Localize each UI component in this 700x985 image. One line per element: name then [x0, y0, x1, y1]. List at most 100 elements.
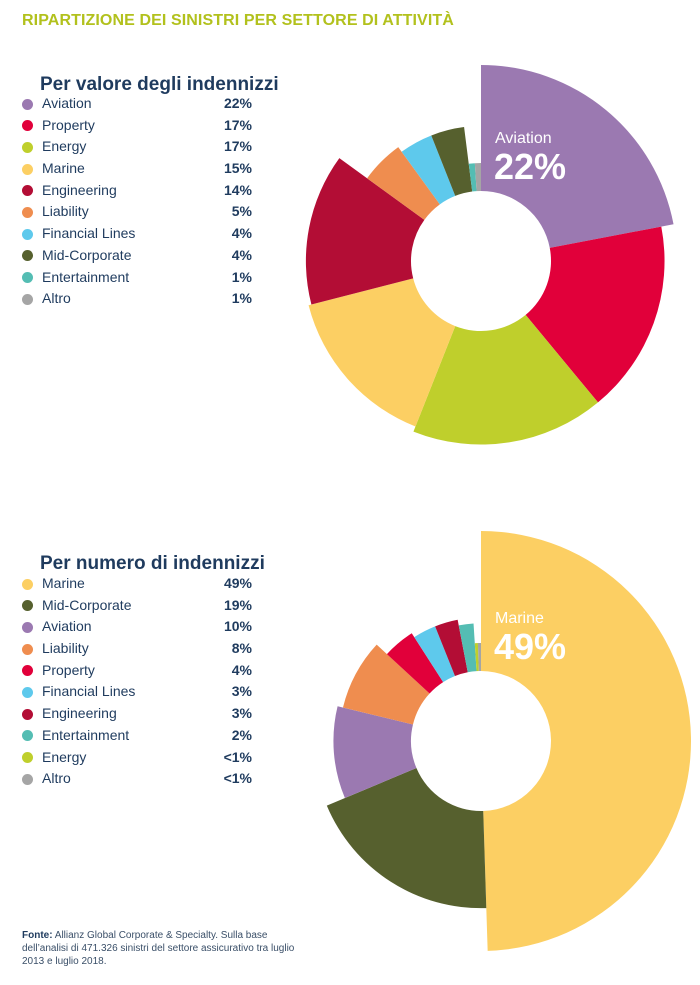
legend-item-mid-corporate: Mid-Corporate 4%	[22, 245, 252, 267]
slice-financial-lines	[401, 135, 456, 205]
slice-aviation	[481, 65, 674, 248]
legend-swatch	[22, 185, 33, 197]
legend-swatch	[22, 686, 33, 698]
legend-item-engineering: Engineering 3%	[22, 703, 252, 725]
slice-financial-lines	[414, 626, 455, 683]
legend-swatch	[22, 141, 33, 153]
legend-item-energy: Energy <1%	[22, 747, 252, 769]
legend-label: Entertainment	[42, 268, 130, 285]
legend-value: 5%	[231, 203, 252, 220]
legend-item-engineering: Engineering 14%	[22, 180, 252, 202]
legend-item-property: Property 17%	[22, 115, 252, 137]
legend-item-energy: Energy 17%	[22, 136, 252, 158]
legend-label: Financial Lines	[42, 225, 136, 242]
legend-item-entertainment: Entertainment 1%	[22, 267, 252, 289]
source-text: Allianz Global Corporate & Specialty. Su…	[22, 930, 295, 967]
legend-item-financial-lines: Financial Lines 3%	[22, 681, 252, 703]
legend-swatch	[22, 206, 33, 218]
slice-altro	[474, 163, 481, 192]
slice-marine	[308, 278, 456, 427]
chart-1-legend-title: Per valore degli indennizzi	[40, 74, 279, 95]
chart-2-legend: Marine 49% Mid-Corporate 19% Aviation 10% Liab…	[22, 573, 252, 790]
legend-swatch	[22, 98, 33, 110]
source-label: Fonte:	[22, 930, 53, 941]
legend-label: Liability	[42, 640, 89, 657]
legend-value: <1%	[223, 770, 252, 787]
legend-label: Engineering	[42, 181, 117, 198]
slice-mid-corporate	[431, 127, 473, 196]
legend-label: Financial Lines	[42, 683, 136, 700]
legend-label: Property	[42, 116, 95, 133]
legend-value: 8%	[231, 640, 252, 657]
slice-entertainment	[468, 163, 477, 192]
legend-swatch	[22, 272, 33, 283]
legend-swatch	[22, 621, 33, 633]
slice-energy	[474, 643, 479, 672]
highlight-value: 22%	[494, 146, 566, 187]
legend-value: 4%	[231, 225, 252, 242]
slice-engineering	[305, 158, 425, 305]
chart-1-legend: Aviation 22% Property 17% Energy 17% Marine 15%…	[22, 93, 252, 310]
legend-label: Aviation	[42, 618, 92, 635]
slice-engineering	[435, 619, 468, 677]
slice-property	[386, 633, 444, 694]
legend-value: 10%	[223, 618, 252, 635]
slice-liability	[342, 644, 430, 725]
legend-label: Engineering	[42, 705, 117, 722]
legend-value: 1%	[231, 268, 252, 285]
legend-label: Energy	[42, 138, 87, 155]
legend-label: Aviation	[42, 95, 92, 111]
slice-aviation	[333, 706, 417, 799]
legend-swatch	[22, 708, 33, 720]
legend-swatch	[22, 600, 33, 612]
legend-value: 22%	[223, 95, 252, 111]
slice-altro	[477, 643, 481, 672]
legend-value: 15%	[223, 160, 252, 177]
legend-item-aviation: Aviation 22%	[22, 93, 252, 115]
slice-mid-corporate	[326, 768, 487, 909]
legend-item-property: Property 4%	[22, 660, 252, 682]
legend-item-entertainment: Entertainment 2%	[22, 725, 252, 747]
legend-value: 1%	[231, 290, 252, 307]
legend-label: Altro	[42, 770, 71, 787]
legend-value: 2%	[231, 726, 252, 743]
legend-item-altro: Altro 1%	[22, 288, 252, 310]
legend-label: Mid-Corporate	[42, 596, 132, 613]
legend-label: Property	[42, 661, 95, 678]
slice-liability	[367, 147, 440, 220]
legend-value: 17%	[223, 116, 252, 133]
legend-item-financial-lines: Financial Lines 4%	[22, 223, 252, 245]
page-title: RIPARTIZIONE DEI SINISTRI PER SETTORE DI…	[22, 12, 454, 29]
highlight-value: 49%	[494, 626, 566, 667]
legend-value: 4%	[231, 246, 252, 263]
legend-label: Marine	[42, 160, 85, 177]
legend-value: 4%	[231, 661, 252, 678]
slice-marine	[481, 531, 691, 951]
legend-value: 14%	[223, 181, 252, 198]
legend-swatch	[22, 773, 33, 785]
source-note: Fonte: Allianz Global Corporate & Specia…	[22, 929, 302, 968]
legend-label: Liability	[42, 203, 89, 220]
legend-value: <1%	[223, 748, 252, 765]
legend-item-aviation: Aviation 10%	[22, 616, 252, 638]
highlight-label: Aviation	[495, 130, 552, 147]
legend-swatch	[22, 730, 33, 742]
highlight-label: Marine	[495, 610, 544, 627]
legend-label: Mid-Corporate	[42, 246, 132, 263]
slice-energy	[413, 314, 598, 445]
legend-swatch	[22, 163, 33, 175]
slice-property	[525, 226, 665, 403]
legend-swatch	[22, 578, 33, 590]
legend-label: Marine	[42, 575, 85, 591]
slice-entertainment	[458, 623, 477, 673]
legend-swatch	[22, 293, 33, 305]
legend-item-marine: Marine 49%	[22, 573, 252, 595]
legend-swatch	[22, 120, 33, 132]
legend-value: 3%	[231, 683, 252, 700]
legend-swatch	[22, 228, 33, 240]
legend-value: 19%	[223, 596, 252, 613]
legend-value: 3%	[231, 705, 252, 722]
legend-item-marine: Marine 15%	[22, 158, 252, 180]
legend-label: Entertainment	[42, 726, 130, 743]
